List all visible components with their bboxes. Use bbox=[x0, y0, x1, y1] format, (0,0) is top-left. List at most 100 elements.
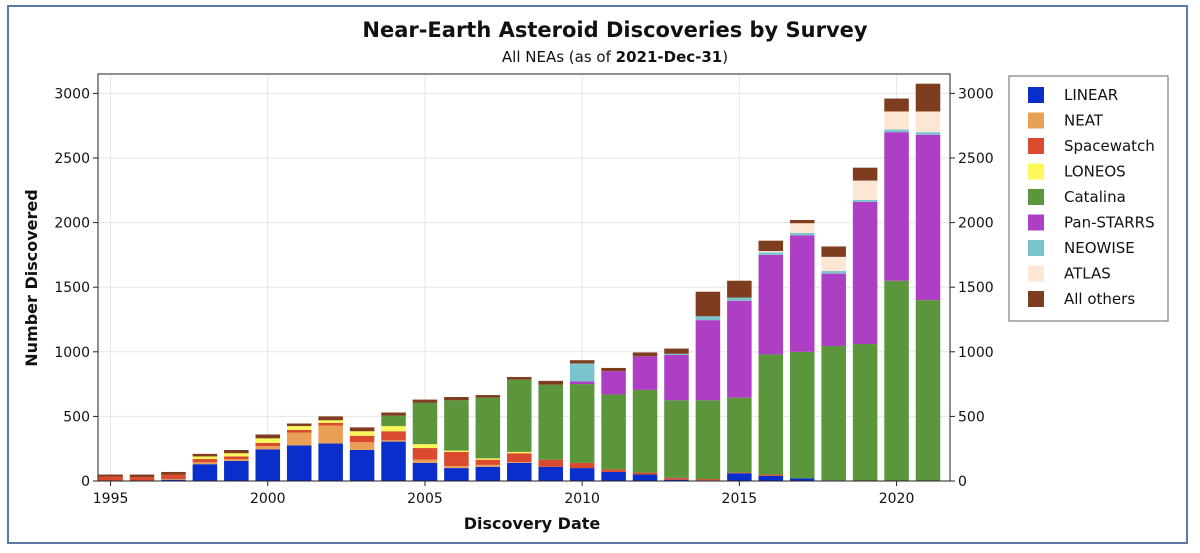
bar-stack-2020 bbox=[884, 98, 909, 481]
axis-ticks: 0 500 1000 1500 2000 2500 3000 0 500 1000 1500 2000… bbox=[54, 86, 993, 507]
bar-loneos-2008 bbox=[507, 451, 532, 454]
y-tick-label: 1500 bbox=[54, 280, 90, 296]
bar-neowise-2013 bbox=[664, 353, 689, 356]
bar-neowise-2018 bbox=[821, 271, 846, 274]
bar-spacewatch-2007 bbox=[475, 459, 501, 465]
bar-neat-1999 bbox=[224, 459, 249, 461]
bar-pan-starrs-2016 bbox=[758, 254, 784, 355]
bar-spacewatch-2009 bbox=[538, 459, 563, 467]
bar-catalina-2018 bbox=[821, 345, 846, 481]
bar-spacewatch-1996 bbox=[129, 477, 155, 481]
bar-all-others-2003 bbox=[349, 427, 375, 432]
bar-spacewatch-2015 bbox=[727, 472, 752, 474]
bar-catalina-2004 bbox=[381, 415, 406, 427]
legend-swatch-pan-starrs bbox=[1028, 214, 1044, 231]
bar-all-others-2006 bbox=[444, 397, 469, 401]
legend-label-pan-starrs: Pan-STARRS bbox=[1064, 214, 1155, 232]
bar-pan-starrs-2021 bbox=[915, 134, 941, 301]
bar-neat-2001 bbox=[286, 432, 312, 446]
bar-spacewatch-2014 bbox=[695, 479, 721, 481]
bar-spacewatch-2003 bbox=[349, 435, 375, 443]
bar-all-others-1996 bbox=[129, 474, 155, 478]
x-tick-label: 2015 bbox=[722, 491, 758, 507]
bar-stack-1999 bbox=[224, 449, 249, 481]
bar-neat-2003 bbox=[349, 442, 375, 450]
bar-loneos-2002 bbox=[318, 420, 343, 423]
chart-subtitle: All NEAs (as of 2021-Dec-31) bbox=[502, 48, 728, 66]
bar-pan-starrs-2014 bbox=[695, 320, 721, 401]
bar-catalina-2021 bbox=[915, 300, 941, 481]
bar-all-others-2010 bbox=[569, 360, 595, 364]
bar-catalina-2014 bbox=[695, 400, 721, 480]
legend-label-neat: NEAT bbox=[1064, 112, 1104, 130]
legend-label-linear: LINEAR bbox=[1064, 86, 1118, 104]
bar-all-others-2009 bbox=[538, 380, 563, 385]
bar-catalina-2012 bbox=[632, 389, 658, 473]
bar-stack-2008 bbox=[507, 376, 532, 481]
bar-all-others-2007 bbox=[475, 395, 501, 398]
y-right-tick-label: 2000 bbox=[958, 216, 994, 232]
bar-neowise-2017 bbox=[789, 232, 815, 236]
bar-all-others-2017 bbox=[789, 220, 815, 224]
bar-linear-2006 bbox=[444, 468, 469, 481]
bar-catalina-2016 bbox=[758, 354, 784, 475]
bar-linear-1997 bbox=[161, 479, 186, 481]
bar-linear-2001 bbox=[286, 445, 312, 481]
bar-stack-2007 bbox=[475, 395, 501, 481]
legend-swatch-neat bbox=[1028, 112, 1044, 129]
bars bbox=[98, 83, 941, 481]
bar-linear-2005 bbox=[412, 462, 438, 481]
bar-pan-starrs-2013 bbox=[664, 355, 689, 401]
y-tick-label: 2500 bbox=[54, 151, 90, 167]
bar-stack-1995 bbox=[98, 474, 123, 481]
y-tick-label: 3000 bbox=[54, 86, 90, 102]
bar-pan-starrs-2011 bbox=[601, 371, 626, 395]
legend-label-spacewatch: Spacewatch bbox=[1064, 137, 1155, 155]
bar-neowise-2020 bbox=[884, 129, 909, 133]
bar-spacewatch-2004 bbox=[381, 431, 406, 441]
bar-pan-starrs-2020 bbox=[884, 132, 909, 281]
bar-stack-1996 bbox=[129, 474, 155, 481]
bar-linear-2016 bbox=[758, 475, 784, 481]
bar-spacewatch-1998 bbox=[192, 459, 218, 463]
y-tick-label: 2000 bbox=[54, 216, 90, 232]
y-right-tick-label: 500 bbox=[958, 409, 985, 425]
bar-stack-2017 bbox=[789, 220, 815, 481]
bar-all-others-2004 bbox=[381, 412, 406, 416]
bar-pan-starrs-2018 bbox=[821, 273, 846, 346]
bar-atlas-2019 bbox=[852, 180, 878, 200]
y-tick-label: 0 bbox=[81, 474, 90, 490]
bar-all-others-2014 bbox=[695, 291, 721, 317]
bar-neat-2004 bbox=[381, 440, 406, 442]
bar-linear-2008 bbox=[507, 462, 532, 481]
x-axis-label: Discovery Date bbox=[464, 514, 601, 533]
bar-neat-1998 bbox=[192, 462, 218, 465]
bar-catalina-2019 bbox=[852, 344, 878, 481]
bar-pan-starrs-2015 bbox=[727, 300, 752, 398]
bar-linear-1998 bbox=[192, 464, 218, 481]
bar-pan-starrs-2019 bbox=[852, 201, 878, 345]
legend: LINEAR NEAT Spacewatch LONEOS Catalina Pan-ST… bbox=[1008, 75, 1169, 322]
bar-linear-2009 bbox=[538, 466, 563, 481]
legend-label-loneos: LONEOS bbox=[1064, 163, 1126, 181]
bar-catalina-2006 bbox=[444, 400, 469, 451]
y-right-tick-label: 1000 bbox=[958, 345, 994, 361]
bar-spacewatch-1999 bbox=[224, 456, 249, 460]
bar-all-others-1997 bbox=[161, 471, 186, 475]
bar-neowise-2015 bbox=[727, 297, 752, 301]
bar-stack-1997 bbox=[161, 471, 186, 481]
bar-linear-2012 bbox=[632, 474, 658, 481]
x-tick-label: 2020 bbox=[879, 491, 915, 507]
bar-spacewatch-2005 bbox=[412, 448, 438, 460]
bar-catalina-2020 bbox=[884, 280, 909, 481]
bar-stack-2012 bbox=[632, 352, 658, 481]
bar-all-others-2019 bbox=[852, 167, 878, 181]
bar-loneos-1999 bbox=[224, 453, 249, 457]
bar-neowise-2010 bbox=[569, 363, 595, 382]
bar-stack-2006 bbox=[444, 397, 469, 481]
bar-spacewatch-2008 bbox=[507, 453, 532, 463]
bar-stack-2013 bbox=[664, 348, 689, 481]
y-right-tick-label: 0 bbox=[958, 474, 967, 490]
subtitle-date: 2021-Dec-31 bbox=[616, 48, 723, 66]
y-axis-label: Number Discovered bbox=[22, 189, 41, 366]
